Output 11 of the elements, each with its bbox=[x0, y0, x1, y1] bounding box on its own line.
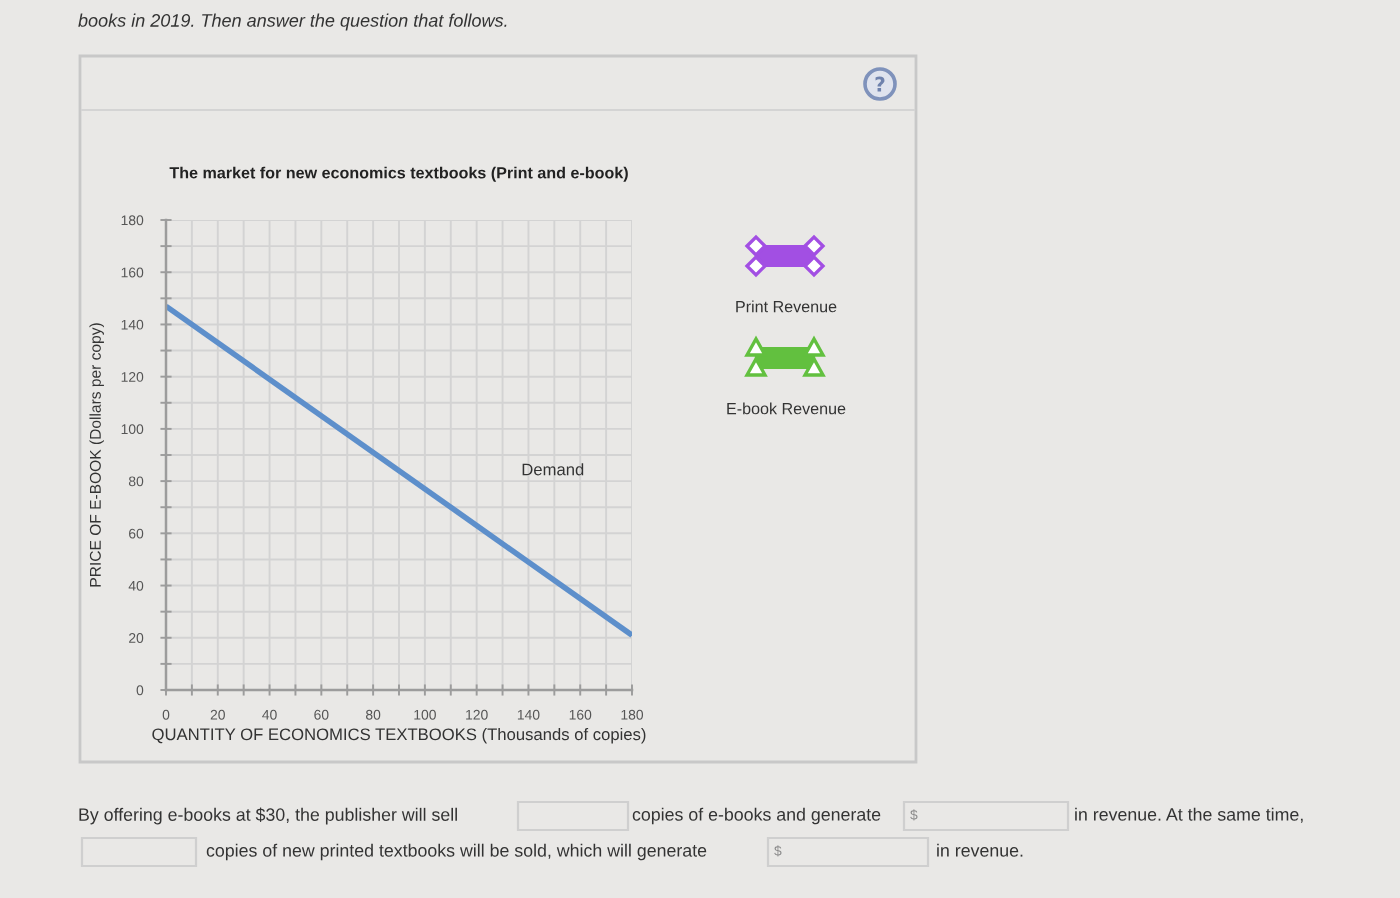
text: in revenue. bbox=[937, 843, 1023, 857]
text: E-book Revenue bbox=[727, 402, 846, 415]
text: books in 2019. Then answer the question that follows. bbox=[78, 13, 507, 31]
text: By offering e-books at $30, the publisher will sell bbox=[79, 807, 457, 825]
text: copies of e-books and generate bbox=[632, 807, 881, 825]
text: Print Revenue bbox=[736, 300, 837, 313]
text: Demand bbox=[522, 463, 584, 476]
text: copies of new printed textbooks will be sold, which will generate bbox=[206, 843, 707, 861]
chart-title: The market for new economics textbooks (Print and e-book) bbox=[169, 166, 628, 182]
text: in revenue. At the same time, bbox=[1075, 807, 1303, 823]
x-axis-title: QUANTITY OF ECONOMICS TEXTBOOKS (Thousands of copies) bbox=[152, 727, 646, 744]
